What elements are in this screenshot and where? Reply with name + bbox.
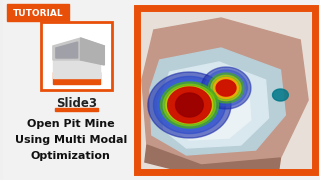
Polygon shape — [168, 87, 211, 123]
Bar — [7, 4, 69, 21]
Polygon shape — [169, 78, 251, 140]
Bar — [41, 22, 112, 90]
Polygon shape — [53, 38, 104, 60]
Bar — [55, 108, 98, 111]
Polygon shape — [216, 80, 236, 96]
Polygon shape — [148, 72, 231, 138]
Text: TUTORIAL: TUTORIAL — [13, 9, 63, 18]
Polygon shape — [216, 80, 236, 96]
Polygon shape — [81, 38, 104, 65]
Polygon shape — [53, 72, 100, 78]
Text: Open Pit Mine: Open Pit Mine — [27, 119, 115, 129]
Bar — [41, 22, 112, 90]
Polygon shape — [56, 42, 78, 58]
Text: Using Multi Modal: Using Multi Modal — [15, 135, 127, 145]
Polygon shape — [172, 91, 207, 119]
Polygon shape — [145, 145, 280, 175]
Bar — [137, 8, 315, 172]
Polygon shape — [176, 93, 203, 117]
Polygon shape — [154, 76, 225, 134]
Polygon shape — [163, 84, 216, 126]
Polygon shape — [162, 62, 268, 148]
Polygon shape — [166, 86, 213, 124]
Polygon shape — [169, 89, 210, 122]
Polygon shape — [142, 18, 308, 165]
Polygon shape — [211, 75, 241, 101]
Polygon shape — [53, 78, 100, 84]
Polygon shape — [150, 48, 285, 155]
Polygon shape — [213, 78, 238, 98]
Bar — [139, 10, 313, 170]
Polygon shape — [205, 70, 247, 106]
Polygon shape — [273, 89, 288, 101]
Polygon shape — [208, 73, 244, 103]
Polygon shape — [53, 60, 100, 78]
Polygon shape — [158, 80, 221, 130]
Text: Optimization: Optimization — [31, 151, 111, 161]
Text: Slide3: Slide3 — [56, 96, 97, 109]
Polygon shape — [160, 82, 219, 128]
Polygon shape — [201, 67, 251, 109]
